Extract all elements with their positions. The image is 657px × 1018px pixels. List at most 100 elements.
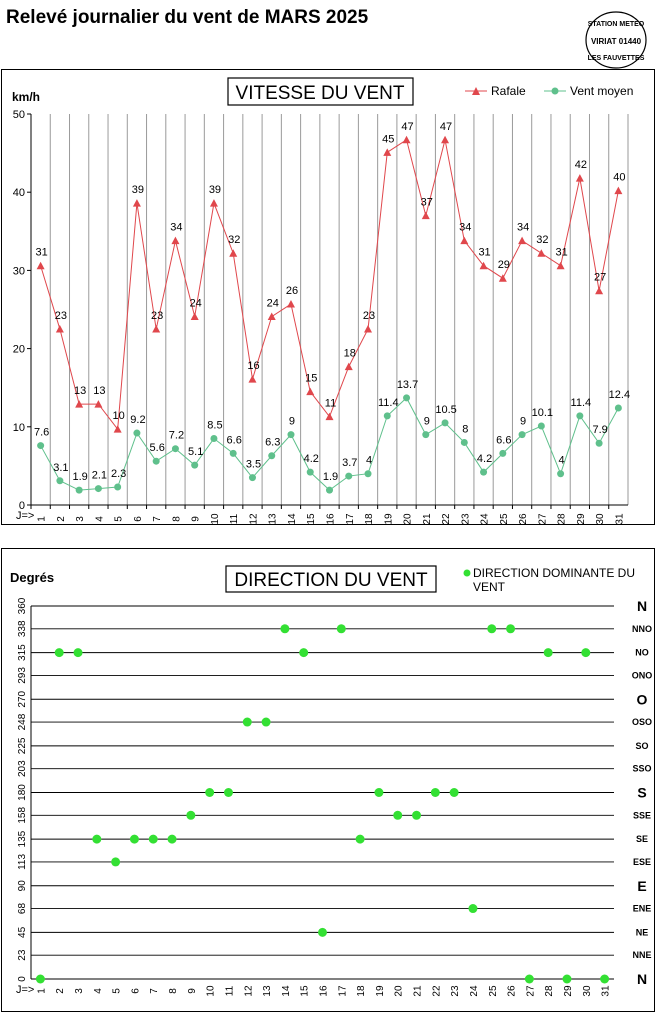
vent-moyen-point: [171, 445, 179, 453]
vent-moyen-data-label: 5.1: [188, 446, 203, 458]
vent-moyen-data-label: 10.1: [532, 407, 553, 419]
direction-point: [167, 834, 177, 844]
direction-point: [581, 648, 591, 658]
rafale-data-label: 23: [151, 310, 163, 322]
vent-moyen-point: [345, 472, 353, 480]
x-tick-label: 12: [243, 985, 254, 997]
vent-moyen-data-label: 6.6: [227, 434, 242, 446]
vent-moyen-point: [56, 477, 64, 485]
x-tick-label: 3: [74, 988, 85, 994]
direction-point: [412, 810, 422, 820]
vent-moyen-point: [114, 483, 122, 491]
rafale-data-label: 32: [228, 234, 240, 246]
direction-point: [336, 624, 346, 634]
y-tick-label: 158: [17, 807, 28, 824]
direction-point: [506, 624, 516, 634]
vent-moyen-data-label: 11.4: [378, 397, 399, 409]
vent-moyen-point: [306, 468, 314, 476]
x-tick-label: 18: [356, 985, 367, 997]
rafale-data-label: 34: [170, 222, 182, 234]
vent-moyen-data-label: 10.5: [435, 404, 456, 416]
rafale-point: [614, 186, 623, 195]
rafale-data-label: 24: [190, 298, 202, 310]
y-tick-label: 270: [17, 690, 28, 707]
y-tick-label: 10: [13, 422, 25, 434]
y-tick-label: 180: [17, 784, 28, 801]
direction-label: S: [637, 785, 646, 801]
direction-label: N: [637, 971, 647, 987]
vent-moyen-data-label: 12.4: [609, 389, 630, 401]
wind-speed-panel: VITESSE DU VENT km/h J=> Rafale Vent moy…: [1, 69, 655, 525]
direction-point: [242, 717, 252, 727]
vent-moyen-data-label: 9.2: [130, 414, 145, 426]
rafale-point: [460, 236, 469, 245]
vent-moyen-point: [133, 429, 141, 437]
x-tick-label: 22: [431, 985, 442, 997]
rafale-data-label: 45: [382, 133, 394, 145]
x-tick-label: 25: [488, 985, 499, 997]
direction-label: NO: [635, 648, 649, 658]
x-tick-label: 6: [130, 988, 141, 994]
vent-moyen-point: [268, 452, 276, 460]
vent-moyen-data-label: 11.4: [571, 397, 592, 409]
x-tick-label: 19: [375, 985, 386, 997]
x-tick-label: 2: [55, 988, 66, 994]
rafale-point: [94, 400, 103, 408]
rafale-point: [575, 174, 584, 182]
rafale-point: [595, 286, 604, 295]
x-tick-label: 5: [112, 988, 123, 994]
rafale-data-label: 37: [421, 197, 433, 209]
vent-moyen-data-label: 7.9: [592, 424, 607, 436]
y-tick-label: 0: [19, 500, 25, 512]
rafale-point: [344, 362, 353, 371]
x-tick-label: 25: [499, 513, 510, 524]
vent-moyen-point: [210, 435, 218, 443]
vent-moyen-point: [422, 431, 430, 439]
direction-x-label: J=>: [16, 984, 34, 996]
vent-moyen-point: [94, 485, 102, 493]
vent-moyen-point: [75, 486, 83, 494]
vent-moyen-point: [364, 470, 372, 478]
x-tick-label: 28: [544, 985, 555, 997]
vent-moyen-data-label: 6.6: [496, 434, 511, 446]
rafale-data-label: 31: [555, 247, 567, 259]
x-tick-label: 1: [36, 988, 47, 994]
rafale-data-label: 13: [74, 385, 86, 397]
vent-moyen-data-label: 9: [520, 416, 526, 428]
direction-label: NE: [636, 927, 649, 937]
vent-moyen-data-label: 2.1: [92, 470, 107, 482]
rafale-data-label: 47: [440, 121, 452, 133]
x-tick-label: 16: [326, 513, 337, 524]
direction-point: [223, 788, 233, 797]
direction-point: [318, 927, 327, 937]
direction-point: [186, 810, 196, 820]
y-tick-label: 23: [17, 949, 28, 961]
station-stamp: STATION METEO VIRIAT 01440 LES FAUVETTES: [585, 11, 647, 69]
rafale-point: [55, 325, 64, 333]
vent-moyen-point: [441, 419, 449, 427]
wind-direction-chart: DIRECTION DU VENT Degrés J=> DIRECTION D…: [10, 565, 652, 997]
x-tick-label: 21: [422, 513, 433, 524]
direction-point: [299, 648, 309, 658]
direction-point: [280, 624, 290, 634]
rafale-point: [421, 211, 430, 220]
direction-point: [205, 788, 215, 797]
x-tick-label: 3: [75, 516, 86, 522]
x-tick-label: 8: [168, 988, 179, 994]
x-tick-label: 8: [171, 516, 182, 522]
x-tick-label: 17: [345, 513, 356, 524]
rafale-point: [479, 261, 488, 270]
vent-moyen-point: [248, 474, 256, 482]
rafale-data-label: 24: [267, 298, 279, 310]
vent-moyen-point: [37, 442, 45, 450]
x-tick-label: 22: [441, 513, 452, 524]
speed-y-unit: km/h: [12, 90, 40, 104]
y-tick-label: 40: [13, 187, 25, 199]
direction-point: [54, 648, 64, 658]
y-tick-label: 45: [17, 926, 28, 938]
rafale-data-label: 13: [93, 385, 105, 397]
x-tick-label: 15: [306, 513, 317, 524]
wind-direction-panel: DIRECTION DU VENT Degrés J=> DIRECTION D…: [1, 548, 655, 1012]
rafale-data-label: 34: [459, 222, 471, 234]
rafale-data-label: 31: [478, 247, 490, 259]
